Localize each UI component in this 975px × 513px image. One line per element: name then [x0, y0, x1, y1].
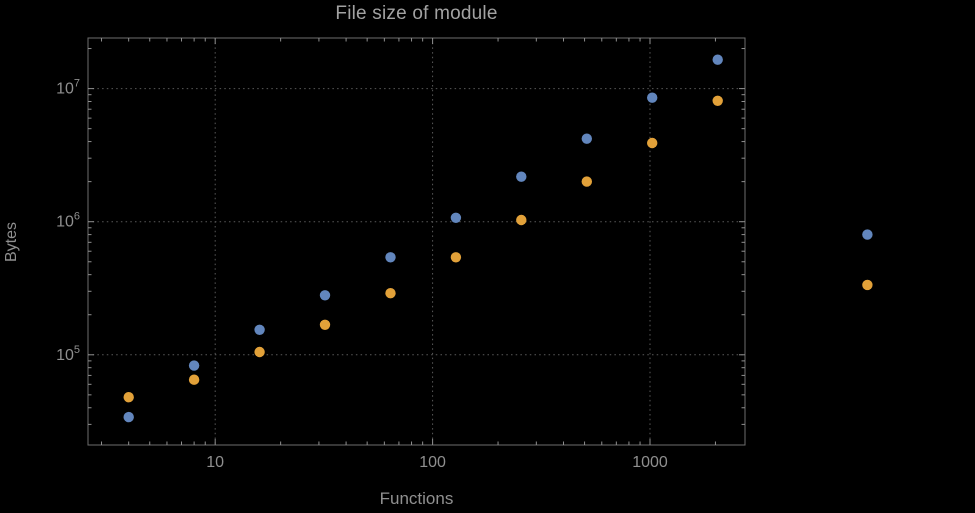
data-point-series2	[450, 252, 462, 263]
x-axis-label: Functions	[379, 489, 454, 508]
x-tick-label: 10	[206, 454, 224, 471]
x-tick-label: 1000	[632, 454, 668, 471]
data-point-series1	[712, 54, 723, 65]
data-point-series1	[254, 324, 265, 335]
data-point-series1	[123, 411, 134, 423]
y-axis-label: Bytes	[3, 222, 20, 263]
y-tick-label: 107	[56, 78, 80, 98]
data-point-series1	[188, 360, 200, 371]
data-point-series2	[516, 214, 527, 226]
data-point-series1	[516, 171, 527, 182]
data-point-series1	[581, 133, 592, 144]
data-point-series1	[647, 92, 658, 103]
data-point-series2	[254, 346, 265, 358]
y-tick-label: 105	[56, 344, 80, 364]
chart-title: File size of module	[335, 3, 498, 24]
x-tick-label: 100	[419, 454, 446, 471]
data-point-series2	[712, 95, 723, 107]
data-point-series1	[319, 290, 331, 301]
data-point-series2	[862, 279, 873, 291]
data-point-series1	[862, 229, 873, 240]
data-point-series2	[188, 374, 200, 385]
data-point-series1	[450, 212, 462, 223]
data-point-series2	[647, 137, 658, 149]
data-point-series2	[319, 319, 331, 330]
data-point-series2	[581, 176, 592, 187]
data-point-series1	[385, 252, 396, 263]
data-point-series2	[123, 392, 134, 403]
y-tick-label: 106	[56, 211, 80, 231]
data-point-series2	[385, 288, 396, 299]
plot-frame	[87, 37, 746, 446]
